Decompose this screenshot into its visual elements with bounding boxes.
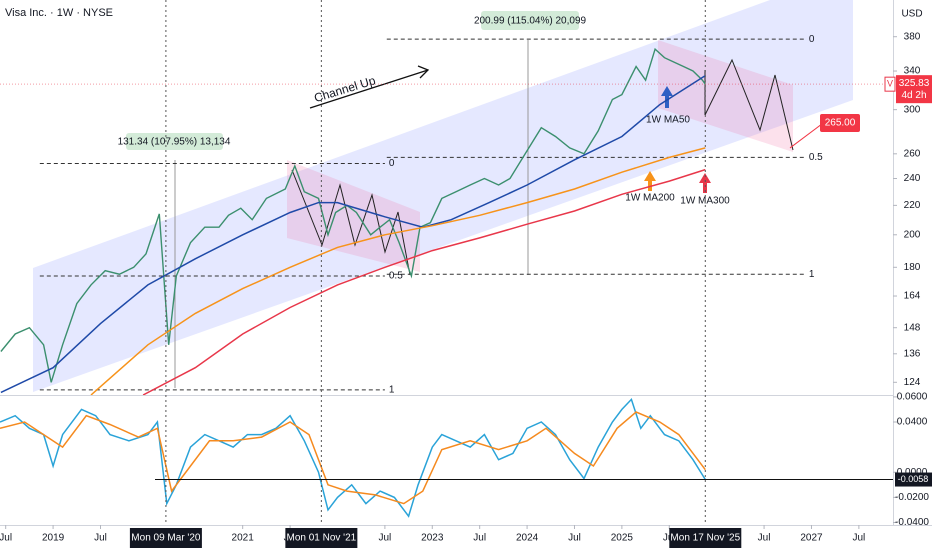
date-label-bg xyxy=(285,528,358,548)
y-tick-label: 200 xyxy=(904,229,921,240)
y-tick-label: 124 xyxy=(904,377,921,388)
measure-box xyxy=(481,11,579,30)
x-tick-label: Jul xyxy=(758,533,771,544)
x-tick-label: 2019 xyxy=(42,533,65,544)
y-tick-label: 340 xyxy=(904,66,921,77)
y-tick-label: 220 xyxy=(904,200,921,211)
x-tick-label: 2024 xyxy=(516,533,539,544)
y-tick-label: 380 xyxy=(904,31,921,42)
y-tick-label: 0.0600 xyxy=(897,392,928,403)
arrow-head xyxy=(417,65,430,79)
series-line xyxy=(90,147,706,395)
y-tick-label: 136 xyxy=(904,348,921,359)
measure-box xyxy=(126,133,223,150)
ma-label: 1W MA50 xyxy=(646,115,690,126)
x-tick-label: Jul xyxy=(663,533,676,544)
target-line xyxy=(789,123,823,149)
oscillator-pane xyxy=(0,397,706,518)
measure-label: 131.34 (107.95%) 13,134 xyxy=(118,137,231,148)
y-tick-label: 260 xyxy=(904,148,921,159)
date-label: Mon 01 Nov '21 xyxy=(286,533,356,544)
y-tick-label: -0.0200 xyxy=(895,492,929,503)
zigzag xyxy=(291,169,411,276)
channel-arrow xyxy=(309,69,429,109)
measure-label: 200.99 (115.04%) 20,099 xyxy=(474,16,587,27)
zigzag xyxy=(704,58,794,151)
fib-label: 0 xyxy=(389,158,395,169)
fib-label: 0.5 xyxy=(389,271,403,282)
x-tick-label: 2023 xyxy=(421,533,444,544)
date-label-bg xyxy=(669,528,742,548)
osc-current-bg xyxy=(895,472,932,487)
ticker-label: V xyxy=(887,79,893,89)
y-tick-label: 164 xyxy=(904,291,921,302)
series-line xyxy=(0,411,706,505)
y-tick-label: 148 xyxy=(904,322,921,333)
price-pane: 0 0.5 1 0 0.5 1 xyxy=(0,34,893,395)
fib-label: 1 xyxy=(389,384,395,395)
y-tick-label: 180 xyxy=(904,262,921,273)
x-tick-label: Jul xyxy=(378,533,391,544)
series-line xyxy=(0,397,706,518)
target-label: 265.00 xyxy=(825,118,856,129)
y-tick-label: 0.0400 xyxy=(897,417,928,428)
countdown: 4d 2h xyxy=(901,90,926,101)
x-tick-label: Jul xyxy=(0,533,12,544)
x-tick-label: 2027 xyxy=(800,533,823,544)
y-tick-label: 300 xyxy=(904,104,921,115)
date-label-bg xyxy=(129,528,202,548)
date-label: Mon 17 Nov '25 xyxy=(670,533,740,544)
x-tick-label: Jul xyxy=(473,533,486,544)
target-bg xyxy=(820,113,860,132)
y-tick-label: 240 xyxy=(904,173,921,184)
ma-label: 1W MA200 xyxy=(625,193,675,204)
osc-current: -0.0058 xyxy=(898,474,929,484)
x-tick-label: Jul xyxy=(94,533,107,544)
fib-label: 0.5 xyxy=(809,152,823,163)
last-price-bg xyxy=(896,75,932,104)
series-line xyxy=(0,74,706,394)
date-label: Mon 09 Mar '20 xyxy=(131,533,201,544)
fib-label: 0 xyxy=(809,34,815,45)
currency: USD xyxy=(901,9,922,20)
ma-arrow xyxy=(699,173,711,193)
channel xyxy=(33,0,853,392)
x-tick-label: Jul xyxy=(568,533,581,544)
y-tick-label: 0.0000 xyxy=(897,467,928,478)
x-tick-label: 2021 xyxy=(232,533,255,544)
ma-arrow xyxy=(661,86,673,108)
x-tick-label: Jul xyxy=(852,533,865,544)
fib-label: 1 xyxy=(809,269,815,280)
symbol-title: Visa Inc. · 1W · NYSE xyxy=(5,7,113,19)
series-line xyxy=(0,47,706,383)
pattern-box xyxy=(287,160,420,272)
ticker-bg xyxy=(884,76,896,92)
last-price: 325.83 xyxy=(899,78,930,89)
x-tick-label: 2025 xyxy=(611,533,634,544)
series-line xyxy=(142,168,706,395)
pattern-box xyxy=(658,40,793,152)
ma-arrow xyxy=(644,171,656,191)
y-tick-label: -0.0400 xyxy=(895,517,929,528)
